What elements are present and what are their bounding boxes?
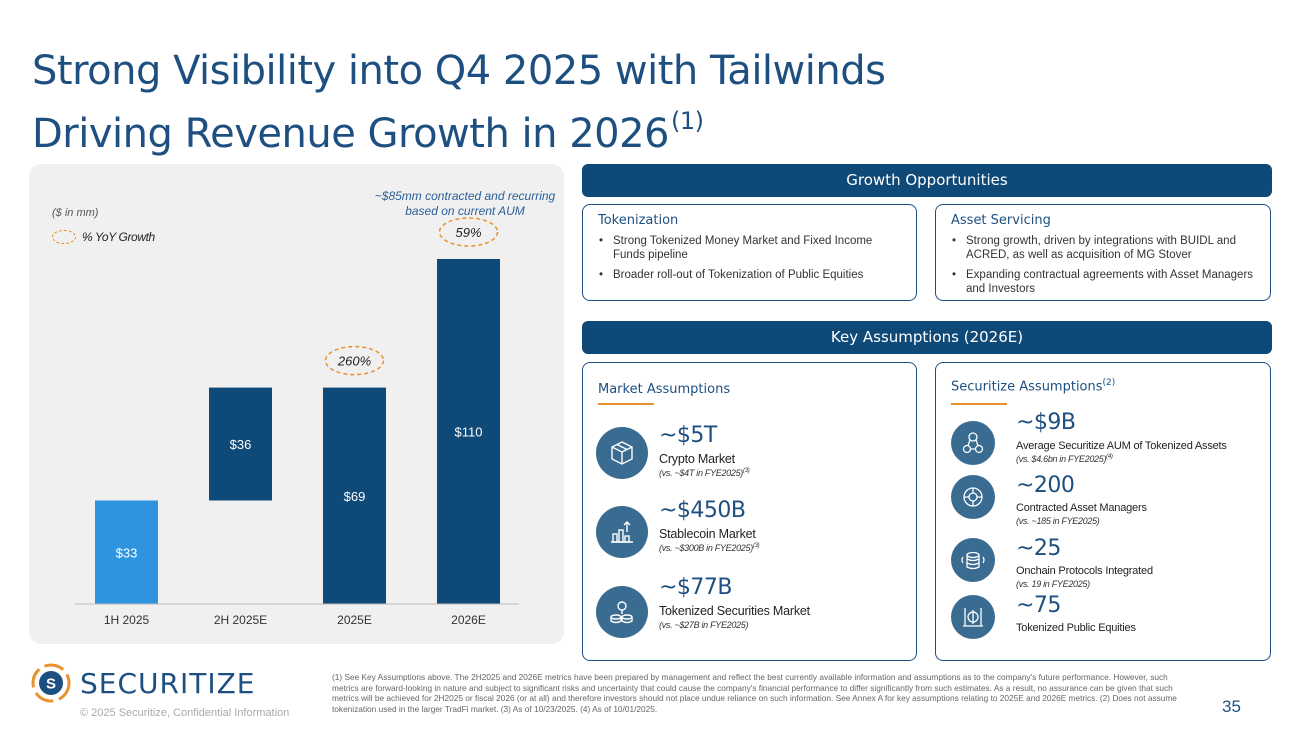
securitize-logo: S SECURITIZE (30, 662, 255, 704)
growth-opportunities-header: Growth Opportunities (582, 164, 1272, 197)
bar-2h-2025e (209, 387, 272, 501)
growth-oval (324, 345, 385, 376)
securitize-assumptions-title: Securitize Assumptions(2) (951, 378, 1115, 394)
growth-oval (438, 217, 499, 247)
page-title: Strong Visibility into Q4 2025 with Tail… (32, 46, 886, 159)
metric-value: ~$9B (1016, 410, 1076, 435)
bar-value-label: $36 (230, 437, 252, 452)
title-line-2: Driving Revenue Growth in 2026(1) (32, 96, 885, 159)
metric-sub-marker: (4) (1106, 454, 1113, 460)
growth-label: 260% (337, 354, 371, 369)
metric-sub: (vs. ~$27B in FYE2025) (659, 620, 749, 630)
bar-value-label: $110 (455, 425, 483, 440)
chart-units: ($ in mm) (52, 207, 99, 219)
asset-network-icon (951, 421, 995, 465)
bar-value-label: $33 (116, 545, 138, 560)
growth-label: 59% (455, 225, 481, 240)
asset-servicing-bullets: Strong growth, driven by integrations wi… (952, 234, 1258, 302)
protocol-coin-icon (951, 538, 995, 582)
metric-value: ~$77B (659, 575, 733, 600)
svg-text:S: S (46, 676, 56, 693)
legend-oval-icon (52, 230, 76, 244)
securitize-assumptions-title-text: Securitize Assumptions (951, 379, 1103, 395)
metric-label: Tokenized Securities Market (659, 604, 810, 618)
metric-label: Crypto Market (659, 452, 735, 466)
x-tick-label: 2H 2025E (214, 613, 267, 627)
metric-sub-text: (vs. ~$300B in FYE2025) (659, 543, 753, 553)
market-assumptions-title: Market Assumptions (598, 382, 731, 397)
metric-sub-text: (vs. $4.6bn in FYE2025) (1016, 454, 1107, 464)
metric-sub: (vs. ~185 in FYE2025) (1016, 516, 1100, 526)
asset-servicing-title: Asset Servicing (951, 213, 1051, 228)
logo-text: SECURITIZE (80, 666, 256, 700)
manager-globe-icon (951, 475, 995, 519)
metric-value: ~200 (1016, 473, 1075, 498)
metric-value: ~$5T (659, 423, 717, 448)
x-tick-label: 2026E (451, 613, 486, 627)
title-footnote-marker: (1) (671, 107, 704, 135)
legend-label: % YoY Growth (82, 230, 155, 244)
title-line-1: Strong Visibility into Q4 2025 with Tail… (32, 48, 886, 94)
copyright: © 2025 Securitize, Confidential Informat… (80, 707, 290, 719)
contract-note: ~$85mm contracted and recurring based on… (374, 189, 556, 218)
revenue-chart: $33 1H 2025 $36 2H 2025E $69 2025E 260% $110 202… (75, 217, 519, 627)
metric-sub-marker: (3) (743, 468, 750, 474)
metric-value: ~75 (1016, 593, 1061, 618)
bar-2025e (323, 387, 386, 604)
securitize-assumptions-box: Securitize Assumptions(2) ~$9B Average S… (935, 362, 1271, 661)
metric-sub: (vs. ~$300B in FYE2025)(3) (659, 543, 760, 553)
tokenization-box: Tokenization Strong Tokenized Money Mark… (582, 204, 917, 301)
metric-sub-text: (vs. ~$4T in FYE2025) (659, 468, 743, 478)
logo-mark-icon: S (31, 663, 71, 703)
metric-sub: (vs. 19 in FYE2025) (1016, 579, 1090, 589)
list-item: Strong growth, driven by integrations wi… (952, 234, 1258, 262)
coins-icon (596, 586, 648, 638)
metric-value: ~25 (1016, 536, 1061, 561)
bar-2026e (437, 259, 500, 604)
footnote: (1) See Key Assumptions above. The 2H202… (332, 672, 1177, 714)
bar-chart-icon (596, 506, 648, 558)
cube-icon (596, 427, 648, 479)
chart-legend: % YoY Growth (52, 230, 155, 244)
metric-label: Onchain Protocols Integrated (1016, 565, 1153, 577)
metric-sub-text: (vs. 19 in FYE2025) (1016, 579, 1090, 589)
securitize-title-marker: (2) (1102, 378, 1116, 388)
metric-value: ~$450B (659, 498, 746, 523)
metric-label: Stablecoin Market (659, 527, 756, 541)
asset-servicing-box: Asset Servicing Strong growth, driven by… (935, 204, 1271, 301)
title-underline (951, 403, 1007, 405)
metric-sub: (vs. $4.6bn in FYE2025)(4) (1016, 454, 1113, 464)
bar-value-label: $69 (344, 489, 366, 504)
tokenization-bullets: Strong Tokenized Money Market and Fixed … (599, 234, 904, 288)
metric-label: Average Securitize AUM of Tokenized Asse… (1016, 440, 1227, 452)
metric-sub: (vs. ~$4T in FYE2025)(3) (659, 468, 750, 478)
list-item: Expanding contractual agreements with As… (952, 268, 1258, 296)
metric-label: Tokenized Public Equities (1016, 622, 1136, 634)
title-underline (598, 403, 654, 405)
x-tick-label: 2025E (337, 613, 372, 627)
metric-sub-text: (vs. ~185 in FYE2025) (1016, 516, 1100, 526)
market-assumptions-box: Market Assumptions ~$5T Crypto Market (v… (582, 362, 917, 661)
title-line-2-text: Driving Revenue Growth in 2026 (32, 111, 670, 157)
metric-label: Contracted Asset Managers (1016, 502, 1147, 514)
equity-token-icon (951, 595, 995, 639)
list-item: Broader roll-out of Tokenization of Publ… (599, 268, 904, 282)
x-tick-label: 1H 2025 (104, 613, 150, 627)
list-item: Strong Tokenized Money Market and Fixed … (599, 234, 904, 262)
metric-sub-text: (vs. ~$27B in FYE2025) (659, 620, 749, 630)
bar-1h-2025 (95, 500, 158, 604)
metric-sub-marker: (3) (752, 543, 760, 549)
page-number: 35 (1222, 697, 1241, 716)
key-assumptions-header: Key Assumptions (2026E) (582, 321, 1272, 354)
tokenization-title: Tokenization (598, 213, 679, 228)
